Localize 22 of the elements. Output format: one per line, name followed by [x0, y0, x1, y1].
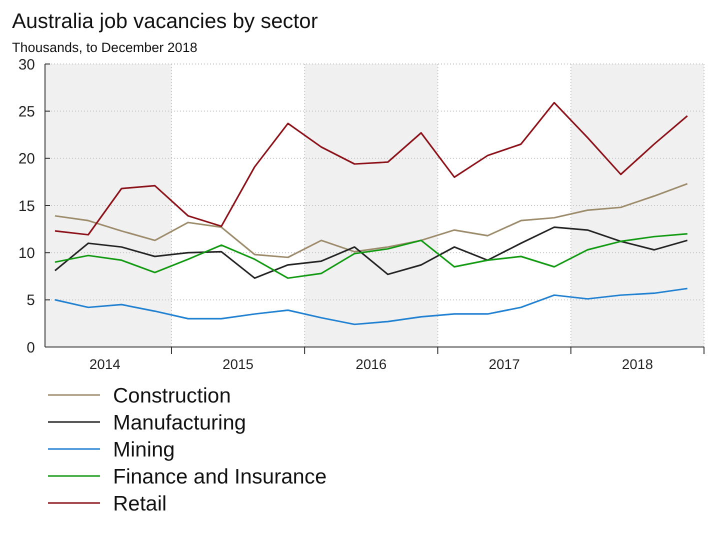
legend-label: Construction	[113, 384, 231, 408]
x-tick-label: 2018	[622, 356, 654, 372]
y-tick-label: 10	[18, 244, 35, 262]
legend-label: Mining	[113, 438, 175, 462]
y-tick-label: 30	[18, 56, 35, 74]
y-tick-label: 5	[26, 292, 35, 310]
line-series	[54, 102, 688, 236]
x-tick-label: 2017	[488, 356, 520, 372]
chart-subtitle: Thousands, to December 2018	[12, 40, 198, 55]
y-tick-label: 25	[18, 103, 35, 120]
x-tick-label: 2015	[222, 356, 254, 372]
legend-label: Finance and Insurance	[113, 465, 327, 488]
legend-label: Manufacturing	[113, 411, 246, 434]
y-tick-label: 20	[18, 150, 35, 168]
legend-label: Retail	[113, 492, 167, 516]
chart-title: Australia job vacancies by sector	[12, 10, 318, 33]
x-tick-label: 2014	[89, 356, 121, 372]
x-tick-label: 2016	[356, 356, 387, 372]
line-series	[54, 183, 688, 258]
y-tick-label: 15	[18, 198, 35, 215]
line-series	[54, 288, 688, 326]
y-tick-label: 0	[26, 339, 35, 356]
